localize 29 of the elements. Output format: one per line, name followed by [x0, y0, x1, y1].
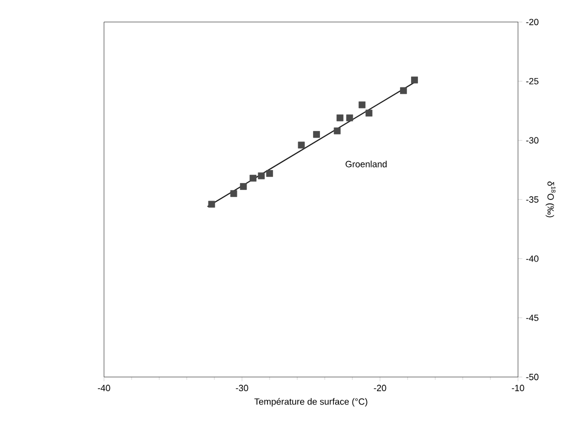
- point: [400, 87, 407, 94]
- y-tick-label: -35: [526, 196, 538, 203]
- point: [266, 170, 273, 177]
- x-tick-label: -30: [236, 384, 248, 392]
- y-tick-label: -20: [526, 18, 538, 26]
- point: [208, 200, 216, 208]
- y-tick-label: -30: [526, 137, 538, 144]
- point: [313, 131, 320, 138]
- point: [358, 101, 366, 108]
- point: [298, 142, 305, 148]
- point: [411, 76, 418, 84]
- x-tick-label: -40: [98, 384, 110, 392]
- point: [240, 183, 247, 190]
- annotation: Groenland: [346, 160, 387, 168]
- y-tick-label: -50: [526, 374, 538, 380]
- x-tick-label: -20: [374, 384, 386, 392]
- point: [250, 174, 256, 182]
- point: [230, 190, 238, 197]
- y-axis-title: δ$^{18}$O (‰): [546, 182, 556, 218]
- x-axis-title: Température de surface (°C): [254, 398, 368, 407]
- y-tick-label: -40: [526, 255, 538, 262]
- y-tick-label: -45: [526, 314, 538, 321]
- point: [258, 172, 265, 180]
- point: [336, 114, 344, 122]
- point: [366, 110, 372, 117]
- point: [346, 114, 354, 122]
- x-tick-label: -10: [512, 384, 524, 392]
- point: [334, 127, 341, 134]
- y-tick-label: -25: [526, 78, 538, 84]
